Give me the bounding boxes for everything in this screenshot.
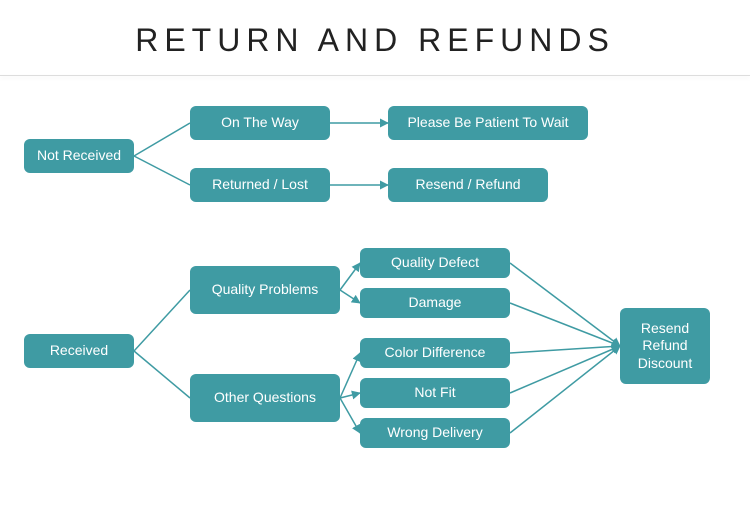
flow-node-outcome: Resend Refund Discount (620, 308, 710, 384)
flow-edge (510, 263, 620, 346)
flow-edge (134, 290, 190, 351)
page-title: RETURN AND REFUNDS (0, 0, 750, 75)
flow-edge (340, 398, 360, 433)
flow-edge (134, 351, 190, 398)
flow-node-q-defect: Quality Defect (360, 248, 510, 278)
flow-node-not-fit: Not Fit (360, 378, 510, 408)
flow-edge (510, 346, 620, 393)
flow-node-on-the-way: On The Way (190, 106, 330, 140)
flow-edge (134, 123, 190, 156)
flow-edge (340, 290, 360, 303)
flow-edge (510, 303, 620, 346)
flow-edge (510, 346, 620, 353)
flow-node-not-received: Not Received (24, 139, 134, 173)
flow-node-returned-lost: Returned / Lost (190, 168, 330, 202)
flow-node-received: Received (24, 334, 134, 368)
flow-edge (340, 353, 360, 398)
flow-node-quality-prob: Quality Problems (190, 266, 340, 314)
flow-node-resend-refund: Resend / Refund (388, 168, 548, 202)
flow-edge (134, 156, 190, 185)
flow-edge (510, 346, 620, 433)
flow-node-other-q: Other Questions (190, 374, 340, 422)
flow-node-damage: Damage (360, 288, 510, 318)
flow-node-color-diff: Color Difference (360, 338, 510, 368)
flow-edge (340, 263, 360, 290)
flow-node-please-wait: Please Be Patient To Wait (388, 106, 588, 140)
flow-edge (340, 393, 360, 398)
flowchart-canvas: Not Received On The Way Returned / Lost Ple… (0, 76, 750, 496)
flow-node-wrong-deliv: Wrong Delivery (360, 418, 510, 448)
